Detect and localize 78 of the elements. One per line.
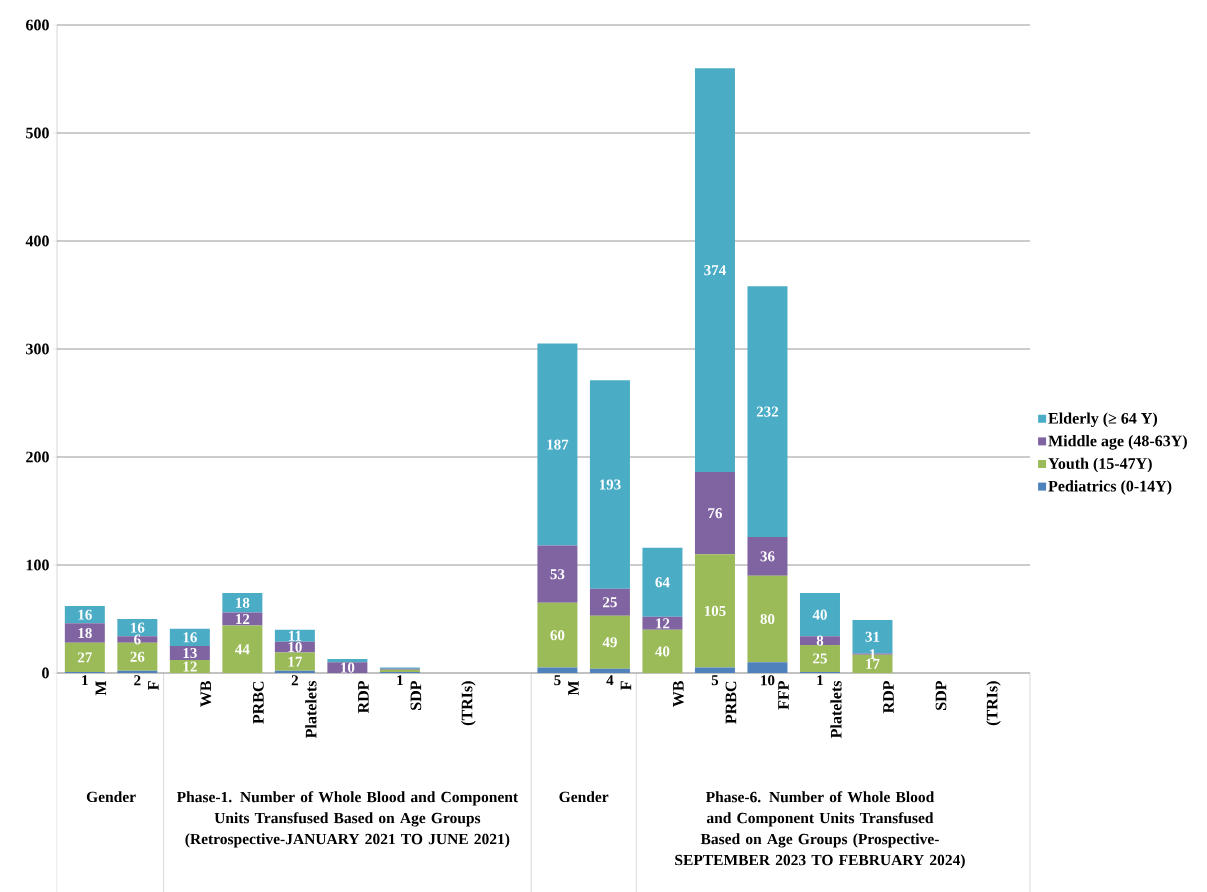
legend-label: Youth (15-47Y)	[1048, 457, 1152, 473]
x-tick-label: (TRIs)	[461, 681, 476, 726]
y-tick-label: 300	[26, 343, 49, 355]
data-label: 64	[655, 577, 670, 588]
data-label: 36	[760, 551, 775, 562]
data-label: 25	[603, 597, 617, 608]
x-tick-label: FFP	[778, 680, 789, 710]
data-label: 6	[134, 634, 141, 645]
data-label: 10	[341, 662, 355, 673]
data-label: 17	[866, 658, 880, 669]
legend-label: Middle age (48-63Y)	[1048, 434, 1187, 450]
x-tick-label: WB	[673, 680, 684, 707]
x-tick-label: F	[620, 681, 632, 690]
text: Gender	[559, 791, 609, 803]
data-label: 1	[869, 649, 876, 659]
text: Gender	[86, 791, 136, 803]
data-label: 10	[288, 641, 302, 653]
x-tick-label: RDP	[358, 680, 369, 714]
data-label: 60	[550, 630, 565, 641]
x-tick-label: PRBC	[725, 681, 737, 724]
y-tick-label: 100	[26, 559, 49, 571]
data-label: 187	[547, 439, 569, 450]
y-tick-label: 0	[42, 667, 49, 679]
data-label: 31	[865, 631, 880, 642]
data-label: 11	[288, 630, 302, 641]
data-label: 12	[656, 618, 670, 629]
y-tick-label: 500	[26, 127, 49, 139]
data-label: 12	[236, 613, 250, 624]
data-label: 2	[291, 675, 298, 686]
data-label: 18	[78, 627, 92, 638]
data-label: 16	[78, 609, 92, 620]
x-tick-label: PRBC	[252, 681, 264, 724]
data-label: 4	[606, 675, 614, 685]
x-tick-label: SDP	[935, 680, 947, 710]
text: Phase-1. Number of Whole Blood and Component Units Transfused Based on Age Groups (Retrospective-JANUARY 2021 TO JUNE 2021)	[176, 791, 519, 848]
data-label: 232	[756, 406, 779, 417]
data-label: 8	[816, 635, 824, 646]
y-tick-label: 400	[25, 235, 49, 247]
data-label: 44	[235, 644, 250, 655]
data-label: 13	[183, 647, 197, 658]
data-label: 1	[817, 675, 823, 686]
data-label: 16	[183, 632, 197, 643]
data-label: 49	[602, 637, 617, 648]
data-label: 1	[397, 675, 403, 686]
data-label: 193	[599, 479, 621, 490]
x-tick-label: M	[568, 680, 579, 696]
data-label: 40	[812, 609, 827, 620]
y-tick-label: 200	[26, 451, 49, 463]
data-label: 26	[130, 651, 145, 662]
data-label: 25	[813, 653, 827, 664]
data-label: 10	[761, 675, 775, 686]
data-label: 5	[554, 675, 561, 686]
data-label: 12	[183, 661, 197, 672]
data-label: 40	[655, 646, 670, 657]
data-label: 27	[77, 652, 92, 663]
text: Phase-6. Number of Whole Blood and Component Units Transfused Based on Age Groups (Prospective-SEPTEMBER 2023 TO FEBRUARY 2024)	[675, 791, 965, 869]
data-label: 2	[134, 675, 141, 686]
x-tick-label: Platelets	[305, 680, 317, 738]
x-tick-label: SDP	[410, 680, 422, 710]
data-label: 16	[131, 622, 145, 633]
data-label: 1	[82, 675, 88, 686]
y-tick-label: 600	[26, 19, 49, 31]
data-label: 5	[711, 675, 719, 686]
legend-label: Elderly (≥ 64 Y)	[1048, 412, 1158, 427]
x-tick-label: F	[148, 681, 159, 690]
legend-label: Pediatrics (0-14Y)	[1048, 480, 1172, 495]
x-tick-label: Platelets	[830, 680, 842, 738]
x-tick-label: WB	[200, 680, 212, 707]
data-label: 53	[550, 569, 565, 580]
x-tick-label: (TRIs)	[986, 681, 1001, 726]
data-label: 17	[288, 656, 303, 667]
x-tick-label: M	[95, 680, 107, 696]
data-label: 80	[760, 613, 775, 624]
data-label: 105	[704, 605, 726, 616]
x-tick-label: RDP	[883, 680, 894, 714]
data-label: 18	[236, 597, 250, 608]
data-label: 76	[708, 508, 723, 519]
data-label: 374	[704, 265, 726, 276]
